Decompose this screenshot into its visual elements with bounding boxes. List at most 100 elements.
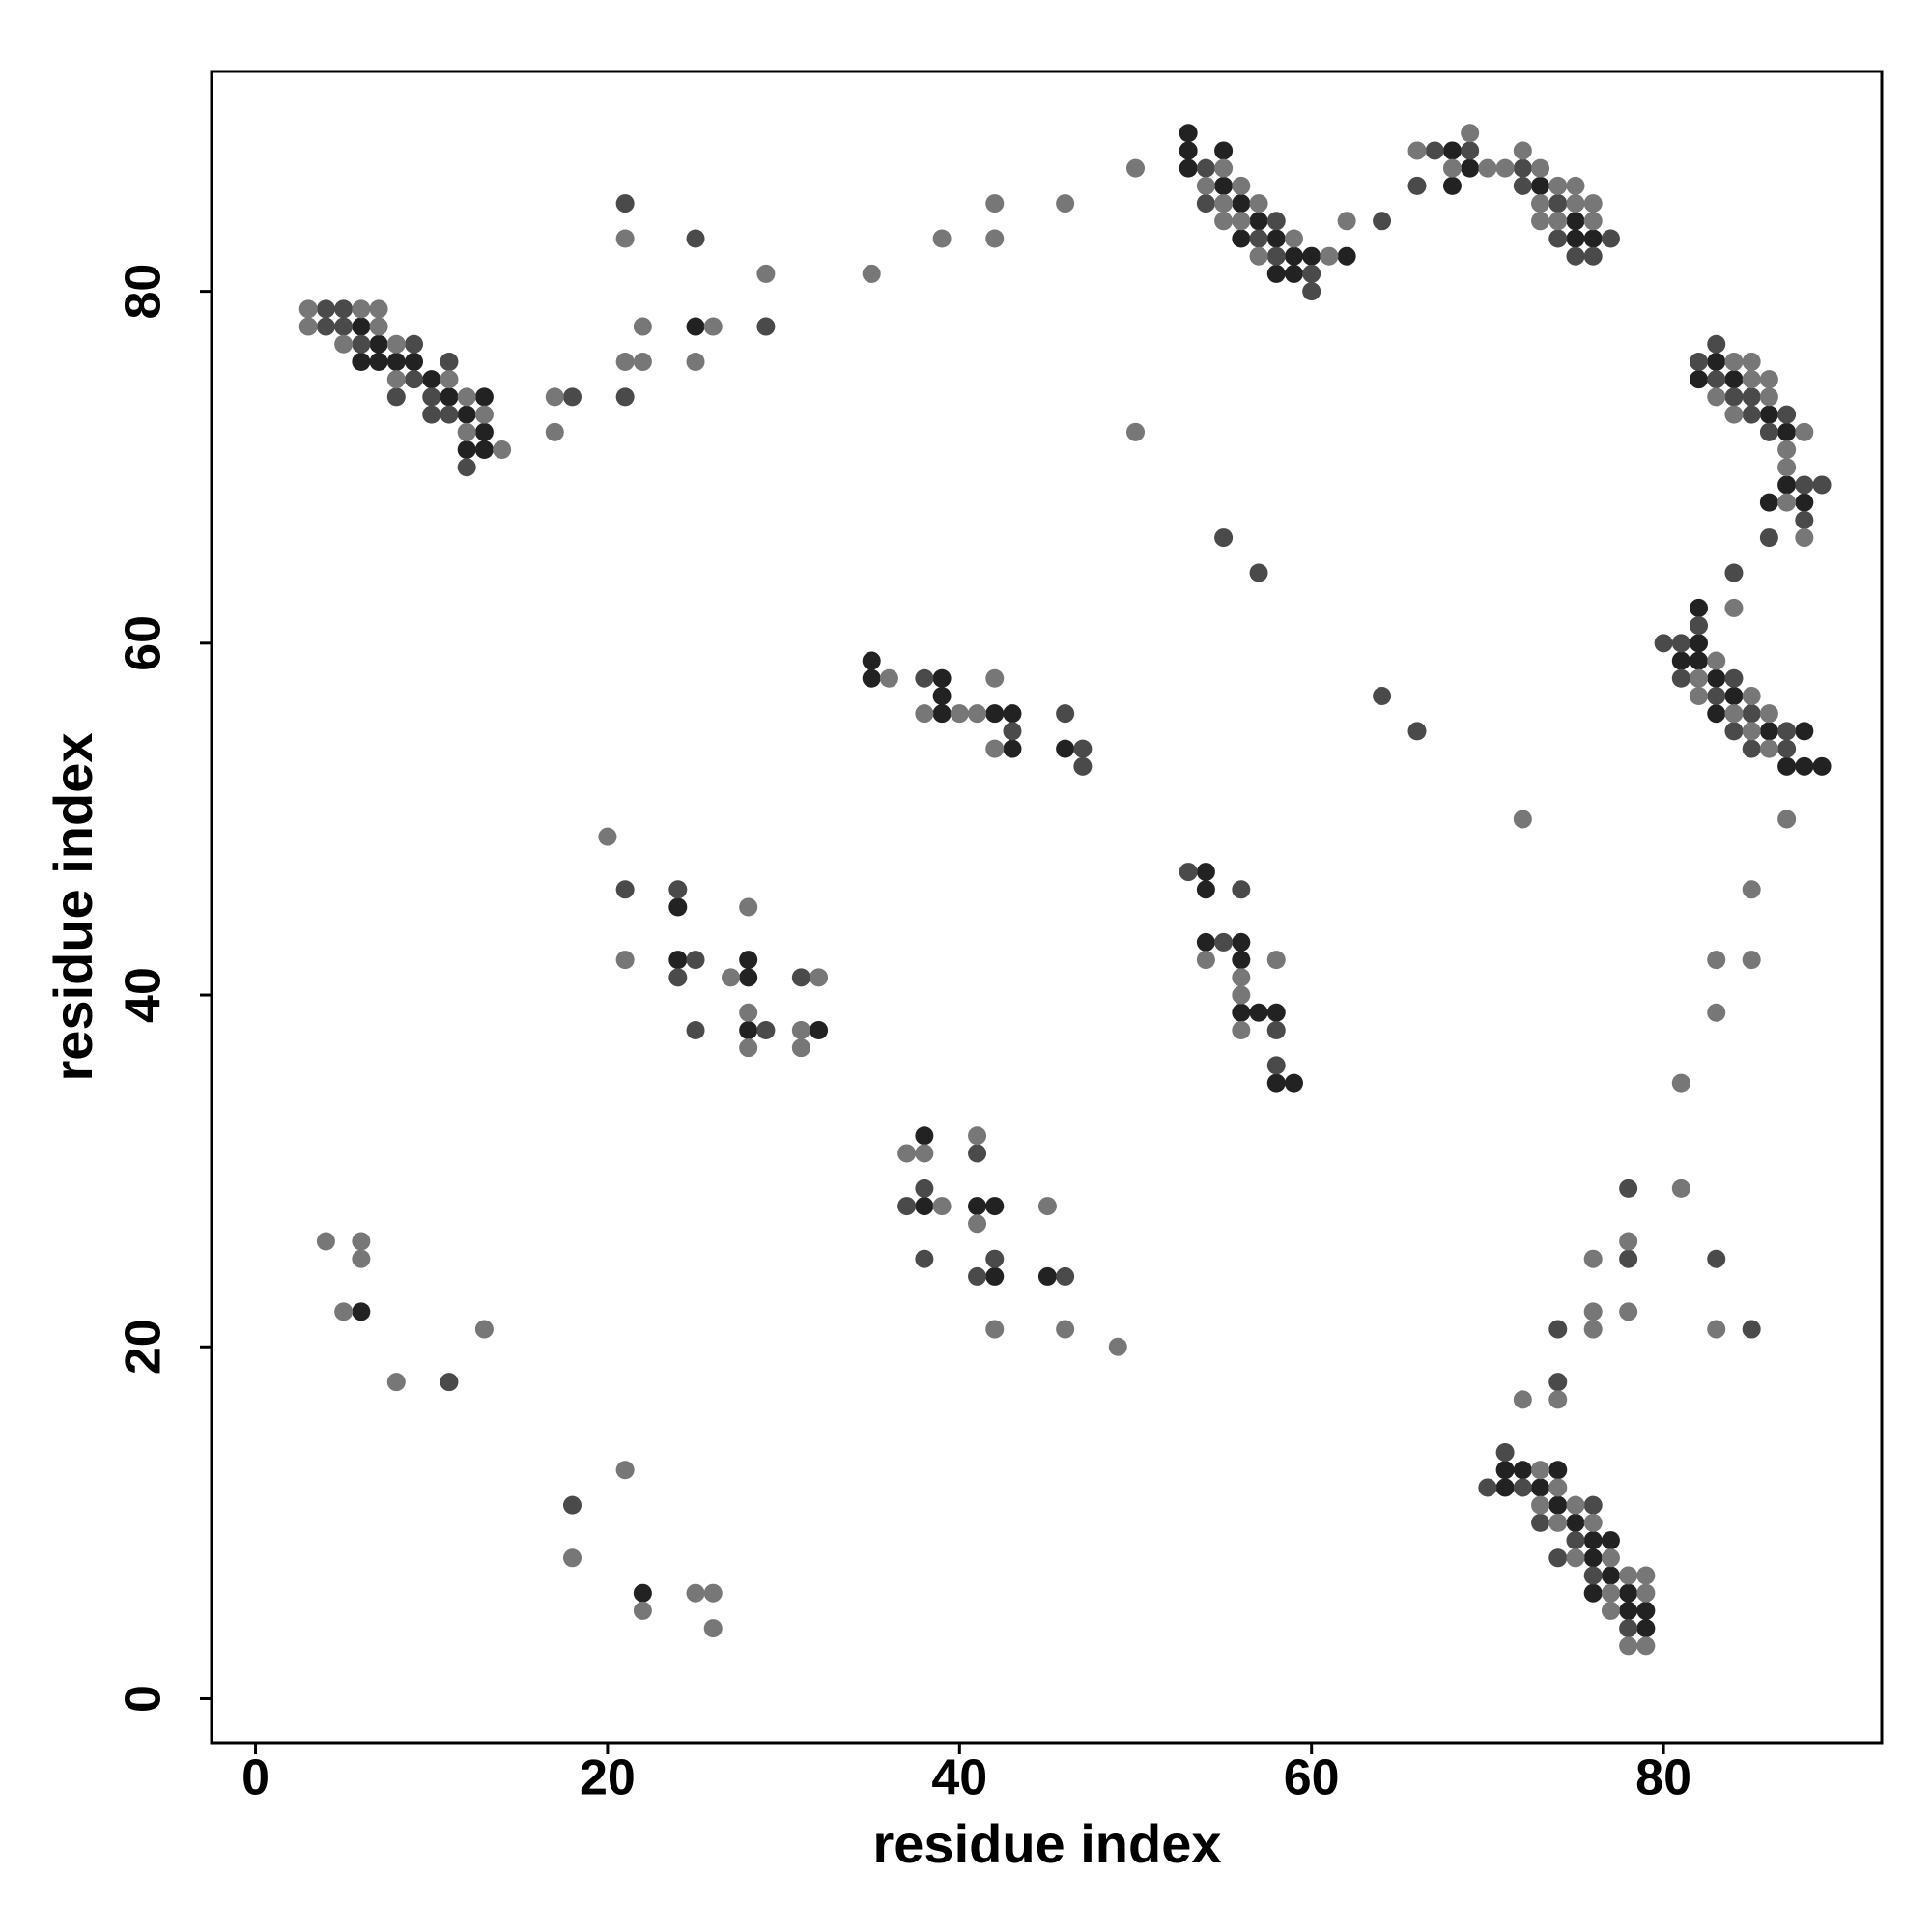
contact-point bbox=[968, 1214, 987, 1234]
contact-point bbox=[1812, 756, 1832, 776]
contact-point bbox=[1073, 756, 1093, 776]
contact-point bbox=[1724, 352, 1744, 371]
contact-point bbox=[334, 1302, 354, 1321]
contact-point bbox=[352, 352, 371, 371]
contact-point bbox=[985, 1320, 1005, 1339]
contact-point bbox=[1724, 405, 1744, 424]
contact-point bbox=[493, 440, 512, 460]
contact-point bbox=[1636, 1566, 1656, 1585]
contact-point bbox=[897, 1144, 917, 1163]
contact-point bbox=[1548, 1548, 1568, 1568]
contact-point bbox=[1442, 141, 1462, 160]
contact-point bbox=[1601, 1566, 1620, 1585]
contact-point bbox=[1724, 598, 1744, 617]
contact-point bbox=[1583, 1495, 1603, 1515]
contact-point bbox=[985, 1197, 1005, 1216]
contact-point bbox=[1759, 493, 1778, 512]
contact-point bbox=[386, 370, 406, 389]
contact-point bbox=[1742, 1320, 1761, 1339]
contact-point bbox=[369, 352, 388, 371]
contact-point bbox=[1742, 352, 1761, 371]
contact-point bbox=[985, 739, 1005, 758]
contact-point bbox=[968, 704, 987, 724]
contact-point bbox=[1795, 422, 1814, 441]
contact-point bbox=[1759, 739, 1778, 758]
contact-point bbox=[703, 1583, 723, 1603]
contact-point bbox=[1407, 141, 1427, 160]
contact-point bbox=[1548, 1513, 1568, 1532]
contact-point bbox=[1037, 1266, 1057, 1286]
contact-point bbox=[968, 1144, 987, 1163]
contact-point bbox=[1690, 668, 1709, 688]
contact-point bbox=[352, 1249, 371, 1268]
contact-point bbox=[405, 334, 424, 354]
contact-point bbox=[1690, 651, 1709, 670]
contact-point bbox=[1179, 863, 1198, 882]
contact-point bbox=[1777, 722, 1797, 741]
contact-point bbox=[1232, 951, 1251, 970]
contact-point bbox=[1707, 352, 1726, 371]
contact-point bbox=[1249, 212, 1268, 231]
contact-point bbox=[668, 968, 688, 987]
contact-point bbox=[440, 370, 459, 389]
contact-point bbox=[1795, 475, 1814, 495]
contact-point bbox=[1690, 616, 1709, 636]
contact-point bbox=[1777, 475, 1797, 495]
contact-point bbox=[1583, 1583, 1603, 1603]
contact-point bbox=[316, 299, 335, 319]
contact-point bbox=[562, 1548, 582, 1568]
contact-point bbox=[791, 1020, 810, 1039]
contact-point bbox=[474, 405, 494, 424]
contact-point bbox=[1777, 810, 1797, 829]
contact-point bbox=[1690, 370, 1709, 389]
contact-point bbox=[879, 668, 898, 688]
contact-point bbox=[1196, 176, 1215, 195]
contact-point bbox=[1583, 246, 1603, 266]
contact-point bbox=[1284, 246, 1303, 266]
contact-point bbox=[1056, 194, 1075, 213]
contact-point bbox=[1513, 176, 1532, 195]
contact-point bbox=[1583, 212, 1603, 231]
contact-point bbox=[1812, 475, 1832, 495]
contact-point bbox=[1619, 1249, 1638, 1268]
contact-point bbox=[1583, 1548, 1603, 1568]
contact-point bbox=[1232, 968, 1251, 987]
contact-point bbox=[1513, 1478, 1532, 1497]
x-tick-label: 80 bbox=[1635, 1750, 1691, 1806]
contact-point bbox=[932, 668, 952, 688]
contact-point bbox=[545, 387, 564, 407]
contact-point bbox=[1513, 158, 1532, 178]
contact-point bbox=[1671, 668, 1690, 688]
contact-point bbox=[791, 968, 810, 987]
contact-point bbox=[316, 1232, 335, 1251]
contact-point bbox=[1548, 1478, 1568, 1497]
contact-point bbox=[1601, 229, 1620, 248]
contact-point bbox=[686, 229, 705, 248]
contact-point bbox=[1619, 1636, 1638, 1656]
contact-point bbox=[1601, 1601, 1620, 1620]
contact-point bbox=[334, 299, 354, 319]
contact-point bbox=[739, 1038, 758, 1058]
contact-point bbox=[1214, 932, 1234, 952]
contact-point bbox=[1284, 264, 1303, 283]
contact-point bbox=[686, 352, 705, 371]
contact-point bbox=[810, 1020, 829, 1039]
contact-point bbox=[1548, 176, 1568, 195]
contact-point bbox=[1531, 194, 1550, 213]
contact-point bbox=[1266, 264, 1286, 283]
y-tick-label: 20 bbox=[116, 1319, 172, 1375]
contact-point bbox=[1742, 686, 1761, 705]
contact-point bbox=[686, 317, 705, 336]
contact-point bbox=[1196, 158, 1215, 178]
contact-point bbox=[1478, 1478, 1497, 1497]
contact-point bbox=[1724, 563, 1744, 582]
contact-point bbox=[457, 440, 476, 460]
contact-point bbox=[352, 299, 371, 319]
contact-point bbox=[915, 1144, 934, 1163]
contact-point bbox=[1284, 1073, 1303, 1093]
contact-point bbox=[1249, 246, 1268, 266]
contact-point bbox=[1232, 229, 1251, 248]
contact-point bbox=[1724, 370, 1744, 389]
contact-point bbox=[915, 1126, 934, 1146]
x-tick-label: 40 bbox=[931, 1750, 987, 1806]
